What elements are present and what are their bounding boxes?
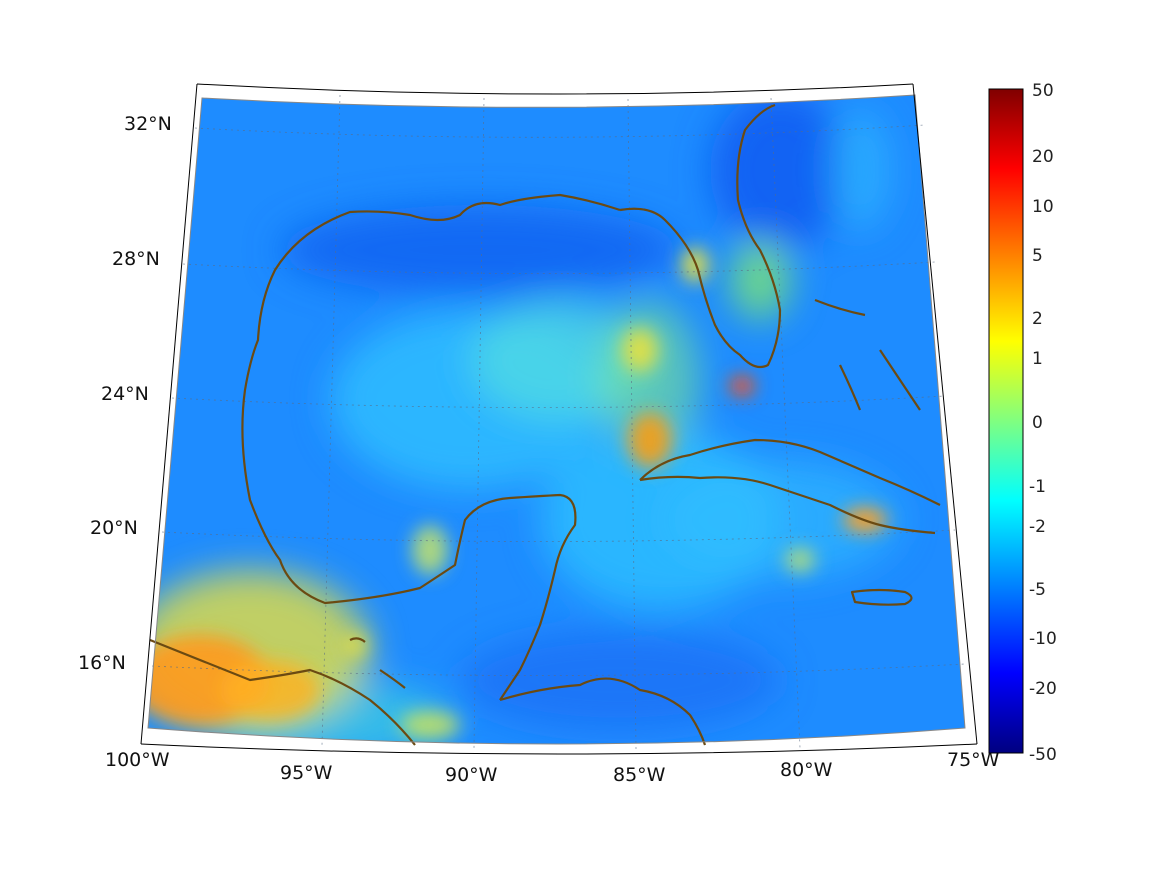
- colorbar-label: 1: [1032, 349, 1043, 369]
- lon-label-85w: 85°W: [613, 764, 666, 786]
- colorbar-label: -2: [1029, 517, 1046, 537]
- cuba-south: [639, 475, 936, 535]
- colorbar-label: 5: [1032, 246, 1043, 266]
- colorbar: 50 20 10 5 2 1 0 -1 -2 -5 -10 -20 -50: [988, 81, 1057, 765]
- coastlines: [149, 103, 941, 746]
- colorbar-scale: [988, 88, 1024, 754]
- yucatan-islands: [349, 637, 406, 689]
- florida-coast: [619, 103, 782, 369]
- pacific-coast: [149, 638, 416, 746]
- colorbar-label: -5: [1029, 580, 1046, 600]
- jamaica: [850, 588, 913, 606]
- lat-label-24n: 24°N: [101, 383, 149, 405]
- lon-label-95w: 95°W: [280, 762, 333, 784]
- longitude-labels: 100°W 95°W 90°W 85°W 80°W 75°W: [105, 749, 1000, 786]
- colorbar-label: -20: [1029, 679, 1057, 699]
- colorbar-label: -50: [1029, 745, 1057, 765]
- lat-label-32n: 32°N: [124, 113, 172, 135]
- central-america: [499, 677, 707, 746]
- colorbar-label: -1: [1029, 477, 1046, 497]
- lon-label-80w: 80°W: [780, 759, 833, 781]
- data-field: [148, 95, 965, 744]
- bahamas: [814, 298, 921, 411]
- colorbar-label: 20: [1032, 147, 1054, 167]
- colorbar-label: 0: [1032, 413, 1043, 433]
- latitude-labels: 32°N 28°N 24°N 20°N 16°N: [78, 113, 172, 674]
- colorbar-label: 10: [1032, 197, 1054, 217]
- colorbar-label: 50: [1032, 81, 1054, 101]
- colorbar-label: 2: [1032, 309, 1043, 329]
- gulf-coast: [241, 193, 621, 701]
- lon-label-90w: 90°W: [445, 764, 498, 786]
- graticule: [151, 94, 966, 750]
- lat-label-16n: 16°N: [78, 652, 126, 674]
- lat-label-28n: 28°N: [112, 248, 160, 270]
- cuba-coast: [639, 438, 941, 506]
- colorbar-label: -10: [1029, 629, 1057, 649]
- lon-label-100w: 100°W: [105, 749, 170, 771]
- map-frame: [140, 83, 978, 755]
- lon-label-75w: 75°W: [947, 749, 1000, 771]
- lat-label-20n: 20°N: [90, 517, 138, 539]
